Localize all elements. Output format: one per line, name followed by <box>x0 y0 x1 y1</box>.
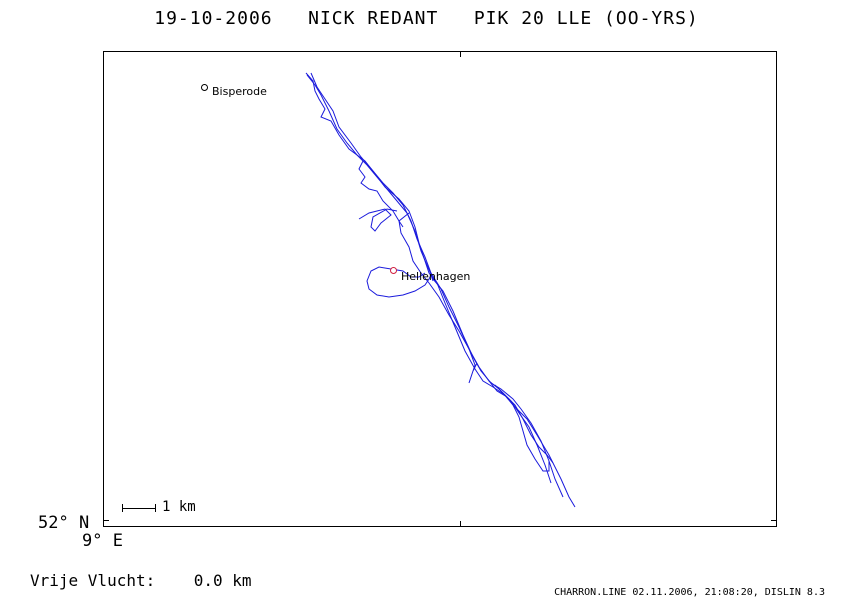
track-line <box>488 380 554 464</box>
map-frame <box>103 51 777 527</box>
distance-label: Vrije Vlucht: <box>30 571 156 590</box>
left-bottom-tick <box>103 520 109 521</box>
track-line <box>358 208 398 232</box>
hellenhagen-marker <box>390 267 397 274</box>
scale-bar-label: 1 km <box>162 499 196 515</box>
distance-value: 0.0 km <box>193 571 252 590</box>
bisperode-marker <box>201 84 208 91</box>
distance-readout: Vrije Vlucht: 0.0 km <box>30 571 252 590</box>
track-line <box>305 72 576 508</box>
right-bottom-tick <box>771 520 777 521</box>
longitude-label: 9° E <box>82 531 123 551</box>
map-title: 19-10-2006 NICK REDANT PIK 20 LLE (OO-YR… <box>154 8 699 29</box>
track-line <box>494 384 550 472</box>
scale-bar-line <box>122 508 156 509</box>
bisperode-label: Bisperode <box>212 85 267 98</box>
flight-track <box>305 72 576 508</box>
hellenhagen-label: Hellenhagen <box>401 270 471 283</box>
bottom-mid-tick <box>460 521 461 527</box>
track-line <box>366 266 434 298</box>
track-line <box>398 212 478 384</box>
top-mid-tick <box>460 51 461 57</box>
track-line <box>358 160 404 228</box>
track-line <box>306 74 564 498</box>
credit-line: CHARRON.LINE 02.11.2006, 21:08:20, DISLI… <box>554 587 825 598</box>
scale-bar-right-cap <box>155 504 156 512</box>
track-line <box>310 72 552 484</box>
latitude-label: 52° N <box>38 513 90 533</box>
